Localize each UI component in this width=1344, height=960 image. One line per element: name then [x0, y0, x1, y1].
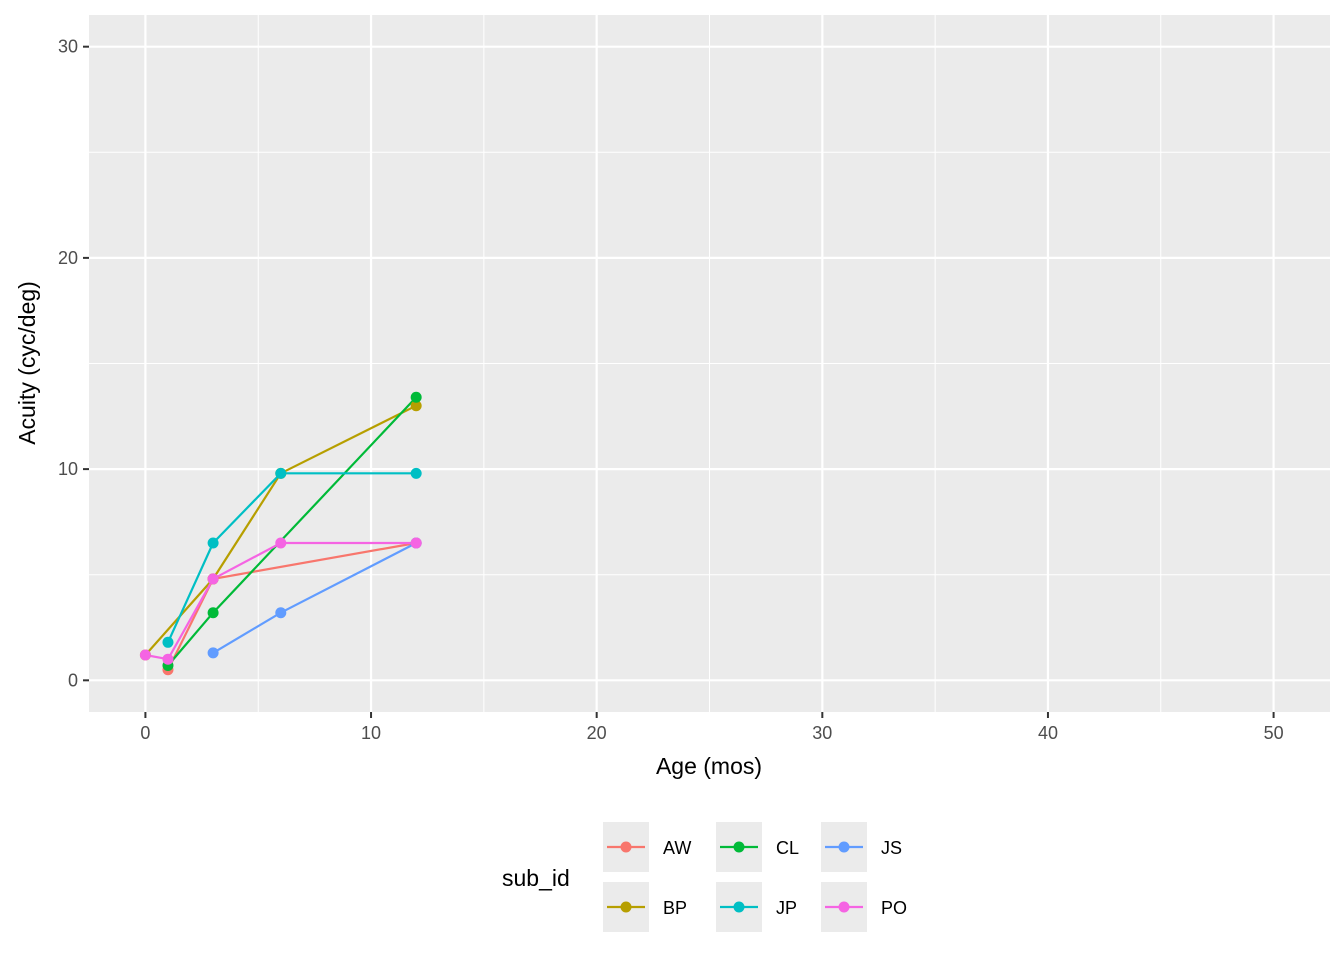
legend-key-point	[733, 901, 745, 913]
data-point-po	[410, 537, 422, 549]
data-point-po	[207, 573, 219, 585]
series-line-jp	[166, 472, 417, 643]
x-tick-label: 50	[1264, 723, 1284, 743]
data-point-bp	[410, 400, 422, 412]
data-point-jp	[207, 537, 219, 549]
x-tick-label: 0	[140, 723, 150, 743]
x-tick-label: 20	[587, 723, 607, 743]
y-tick-label: 30	[58, 37, 78, 57]
legend-label-bp: BP	[663, 898, 687, 918]
x-axis: 0 10 20 30 40 50	[140, 712, 1284, 743]
y-axis-title: Acuity (cyc/deg)	[14, 281, 40, 445]
legend-label-jp: JP	[776, 898, 797, 918]
data-point-cl	[207, 607, 219, 619]
legend-label-po: PO	[881, 898, 907, 918]
data-point-po	[139, 649, 151, 661]
legend-label-js: JS	[881, 838, 902, 858]
legend-key-point	[620, 901, 632, 913]
legend-key-point	[838, 841, 850, 853]
x-tick-label: 10	[361, 723, 381, 743]
data-point-po	[275, 537, 287, 549]
grid-minor	[89, 15, 1330, 712]
series-points	[139, 391, 422, 676]
legend: sub_id AW BP CL JP JS PO	[502, 822, 907, 932]
legend-title: sub_id	[502, 865, 570, 891]
data-point-js	[275, 607, 287, 619]
x-axis-title: Age (mos)	[656, 753, 762, 779]
data-point-jp	[410, 467, 422, 479]
data-point-cl	[410, 391, 422, 403]
data-point-jp	[275, 467, 287, 479]
y-tick-label: 20	[58, 248, 78, 268]
grid-major	[89, 15, 1330, 712]
legend-key-point	[838, 901, 850, 913]
x-tick-label: 40	[1038, 723, 1058, 743]
data-point-po	[162, 653, 174, 665]
y-axis: 0 10 20 30	[58, 37, 89, 690]
y-tick-label: 0	[68, 670, 78, 690]
legend-label-aw: AW	[663, 838, 691, 858]
legend-label-cl: CL	[776, 838, 799, 858]
legend-key-point	[733, 841, 745, 853]
legend-key-point	[620, 841, 632, 853]
y-tick-label: 10	[58, 459, 78, 479]
data-point-js	[207, 647, 219, 659]
data-point-jp	[162, 636, 174, 648]
x-tick-label: 30	[812, 723, 832, 743]
